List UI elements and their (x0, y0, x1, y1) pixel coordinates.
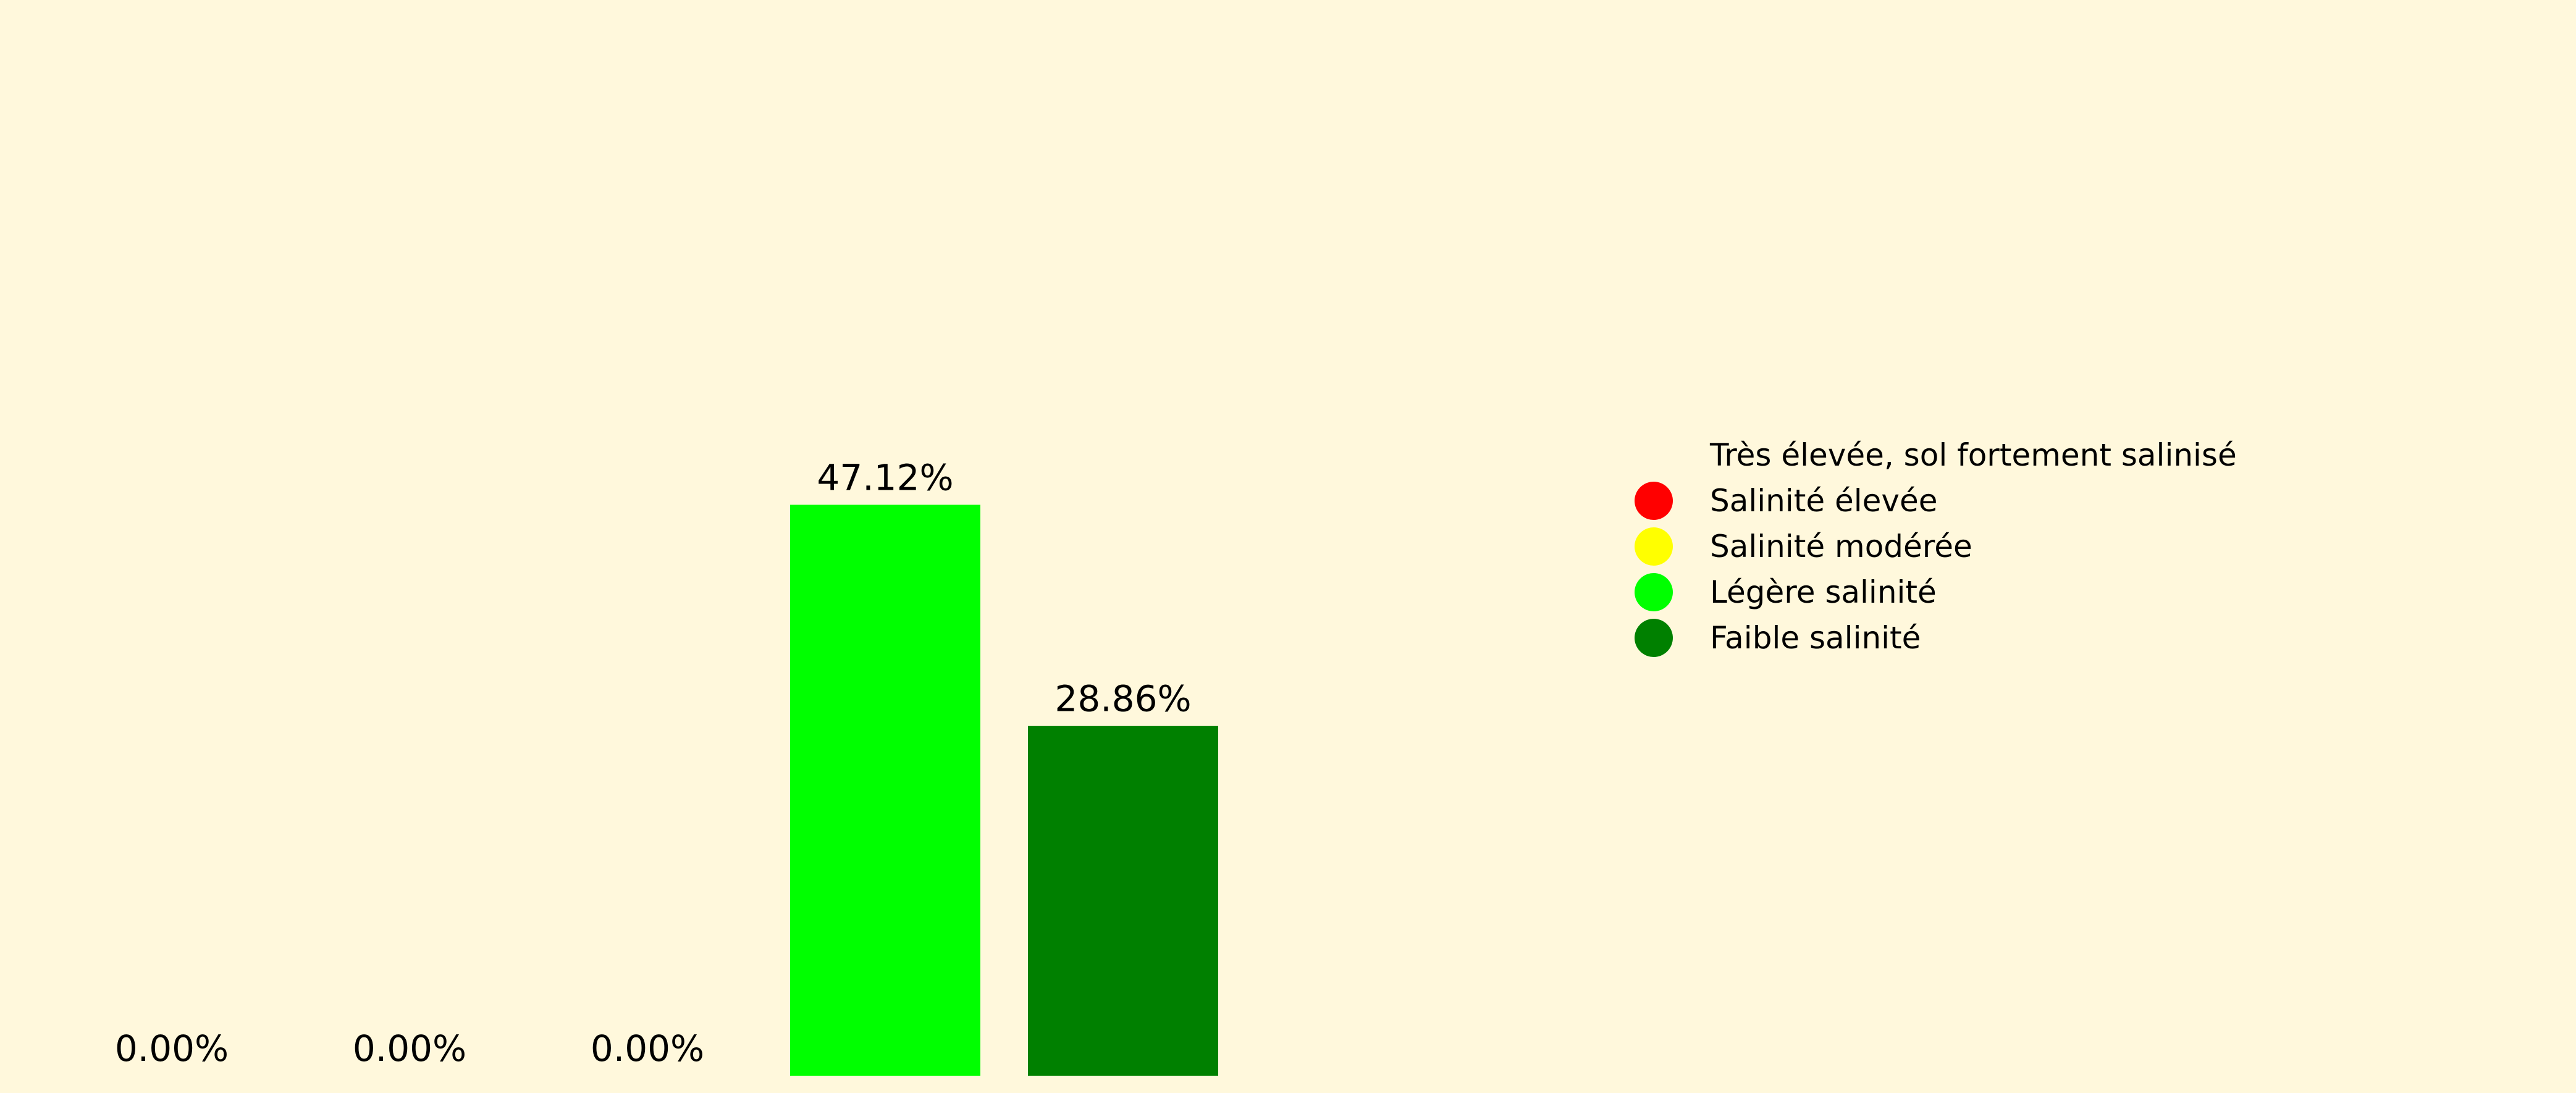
legend-swatch (1635, 619, 1673, 657)
legend-item: Salinité modérée (1631, 524, 2372, 569)
bar-labels-layer: 0.00% 0.00% 0.00% 47.12% 28.86% (115, 456, 1192, 1070)
legend-item: Très élevée, sol fortement salinisé (1631, 432, 2372, 478)
legend-label: Très élevée, sol fortement salinisé (1710, 437, 2237, 473)
legend: Très élevée, sol fortement salinisé Sali… (1631, 432, 2372, 661)
bar (1028, 726, 1218, 1076)
legend-item: Légère salinité (1631, 569, 2372, 615)
bar-value-label: 0.00% (353, 1028, 466, 1070)
bar-value-label: 0.00% (591, 1028, 704, 1070)
legend-label: Salinité élevée (1710, 483, 1938, 519)
legend-swatch (1635, 527, 1673, 566)
bar-value-label: 0.00% (115, 1028, 229, 1070)
bar-value-label: 28.86% (1054, 678, 1191, 720)
legend-label: Légère salinité (1710, 574, 1937, 610)
legend-label: Faible salinité (1710, 620, 1921, 656)
bar-value-label: 47.12% (817, 456, 953, 498)
legend-swatch (1635, 573, 1673, 611)
bars-layer (790, 505, 1218, 1076)
legend-item: Salinité élevée (1631, 478, 2372, 524)
legend-item: Faible salinité (1631, 615, 2372, 661)
legend-swatch (1635, 436, 1673, 474)
legend-swatch (1635, 482, 1673, 520)
legend-label: Salinité modérée (1710, 529, 1972, 564)
bar (790, 505, 980, 1076)
